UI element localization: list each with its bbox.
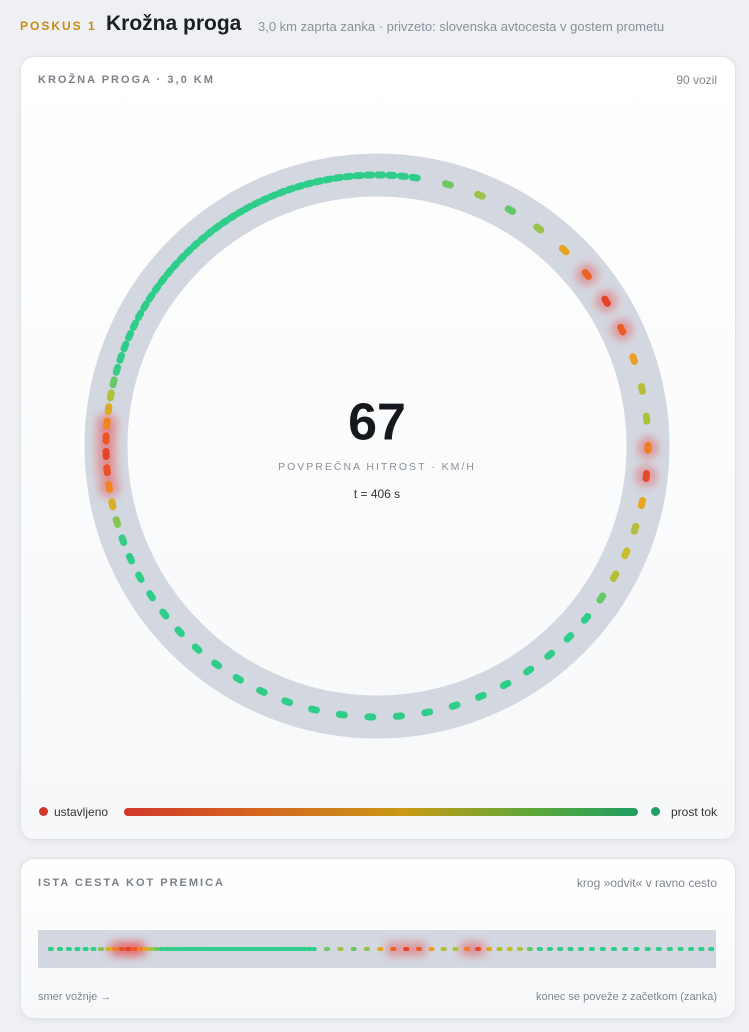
page-title: Krožna proga <box>106 12 242 35</box>
strip-footer-left: smer vožnje → <box>38 991 112 1003</box>
legend-dot-high <box>651 807 660 816</box>
speed-gradient <box>124 808 638 816</box>
strip-footer-right: konec se poveže z začetkom (zanka) <box>536 991 717 1003</box>
ring-title: KROŽNA PROGA · 3,0 KM <box>38 74 215 86</box>
legend-low: ustavljeno <box>54 805 109 819</box>
strip-title: ISTA CESTA KOT PREMICA <box>38 877 225 889</box>
strip-note: krog »odvit« v ravno cesto <box>576 876 717 890</box>
legend-high: prost tok <box>670 805 717 819</box>
ring-card: KROŽNA PROGA · 3,0 KM 90 vozil ustavljen… <box>20 56 736 840</box>
legend-dot-low <box>39 807 48 816</box>
vehicle-count: 90 vozil <box>676 73 717 87</box>
strip-card: ISTA CESTA KOT PREMICA krog »odvit« v ra… <box>20 858 736 1019</box>
page-subtitle: 3,0 km zaprta zanka · privzeto: slovensk… <box>258 19 665 34</box>
experiment-tag: POSKUS 1 <box>20 19 97 33</box>
